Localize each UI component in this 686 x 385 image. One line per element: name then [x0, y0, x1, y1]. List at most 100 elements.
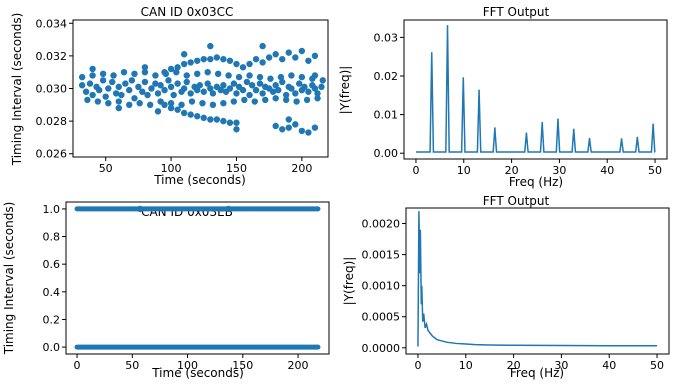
scatter-point	[305, 57, 312, 64]
scatter-point	[248, 82, 256, 89]
scatter-point	[209, 90, 217, 97]
scatter-point	[246, 60, 253, 68]
x-tick-label: 10	[457, 164, 471, 177]
axis-ticks: 0 10 20 30 40 50 0.00 0.01 0.02 0.03	[374, 31, 663, 177]
scatter-point	[277, 73, 285, 81]
scatter-point	[252, 55, 260, 63]
fft-peak	[572, 128, 575, 131]
scatter-points	[78, 42, 326, 136]
scatter-point	[167, 65, 175, 73]
scatter-point	[139, 88, 146, 95]
scatter-point	[272, 82, 279, 89]
scatter-point	[118, 91, 125, 99]
scatter-point	[99, 70, 107, 78]
chart-title: FFT Output	[483, 194, 550, 208]
fft-peak	[478, 89, 480, 92]
axis-ticks: 50 100 150 200 0.026 0.028 0.030 0.032 0.034	[36, 17, 313, 175]
x-tick-label: 100	[161, 162, 182, 175]
y-tick-label: 0.0005	[362, 311, 401, 324]
scatter-point	[239, 64, 247, 71]
x-tick-label: 10	[459, 359, 473, 372]
y-tick-label: 0.0020	[362, 218, 401, 231]
scatter-point	[272, 95, 279, 102]
scatter-point	[251, 98, 258, 105]
scatter-point	[233, 126, 240, 133]
y-tick-label: 0.026	[36, 148, 68, 161]
y-tick-label: 0.034	[36, 17, 68, 30]
scatter-point	[305, 88, 312, 95]
line-series	[417, 211, 658, 347]
y-tick-label: 0.030	[36, 83, 68, 96]
fft-peak	[430, 52, 433, 54]
scatter-point	[204, 80, 211, 87]
scatter-point	[282, 91, 290, 99]
fft-peak	[620, 138, 623, 140]
scatter-point	[154, 90, 162, 97]
scatter-point	[141, 78, 149, 86]
scatter-point	[292, 90, 299, 97]
scatter-point	[213, 54, 221, 61]
x-tick-label: 20	[505, 164, 519, 177]
scatter-point	[200, 114, 207, 122]
scatter-point	[298, 127, 306, 135]
scatter-point	[95, 86, 103, 94]
scatter-point	[180, 109, 188, 117]
scatter-point	[126, 86, 133, 94]
scatter-point	[292, 121, 299, 128]
scatter-point	[178, 101, 185, 109]
x-tick-label: 50	[648, 164, 662, 177]
fft-peak	[557, 118, 559, 121]
panel-fft-bottom: FFT Output 0 10 20 30 40 50 0.0000 0.0005 0.0010…	[342, 194, 670, 380]
scatter-point	[292, 54, 299, 61]
scatter-point	[141, 64, 149, 71]
scatter-point	[146, 101, 154, 109]
scatter-series	[74, 205, 321, 350]
x-tick-label: 0	[414, 359, 421, 372]
y-tick-label: 0.0010	[362, 280, 401, 293]
y-axis-label: Timing Interval (seconds)	[2, 202, 16, 356]
scatter-point	[199, 99, 206, 107]
scatter-point	[220, 99, 227, 107]
x-tick-label: 30	[552, 164, 566, 177]
scatter-point	[252, 86, 260, 94]
scatter-point	[135, 83, 142, 91]
scatter-point	[256, 80, 264, 87]
scatter-point	[272, 51, 279, 58]
x-tick-label: 50	[125, 359, 139, 372]
scatter-point	[115, 98, 122, 105]
y-axis-label: |Y(freq)|	[338, 66, 352, 115]
fft-peak	[588, 137, 591, 140]
scatter-point	[194, 57, 201, 64]
y-tick-label: 0.4	[43, 286, 61, 299]
scatter-point	[112, 90, 120, 97]
x-tick-label: 200	[288, 359, 309, 372]
scatter-point	[120, 68, 128, 76]
scatter-point	[187, 90, 194, 97]
scatter-point	[161, 86, 168, 94]
y-tick-label: 0.01	[374, 109, 399, 122]
scatter-point	[183, 78, 190, 86]
scatter-point	[99, 77, 107, 84]
scatter-point	[230, 80, 238, 87]
y-tick-label: 0.0000	[362, 342, 401, 355]
y-tick-label: 0.00	[374, 147, 399, 160]
scatter-point	[105, 85, 112, 92]
scatter-point	[131, 95, 138, 102]
scatter-point	[225, 205, 232, 213]
scatter-point	[194, 86, 201, 94]
fft-peak	[446, 24, 449, 27]
scatter-point	[303, 96, 311, 104]
scatter-point	[226, 85, 234, 92]
scatter-point	[265, 54, 273, 61]
y-tick-label: 0.0015	[362, 249, 401, 262]
scatter-point	[319, 77, 326, 84]
scatter-point	[161, 68, 168, 76]
x-tick-label: 100	[177, 359, 198, 372]
scatter-point	[259, 42, 266, 50]
scatter-point	[167, 83, 175, 91]
scatter-point	[220, 117, 227, 125]
scatter-point	[246, 72, 253, 79]
scatter-point	[161, 101, 168, 109]
scatter-point	[288, 72, 295, 79]
scatter-point	[207, 55, 214, 63]
